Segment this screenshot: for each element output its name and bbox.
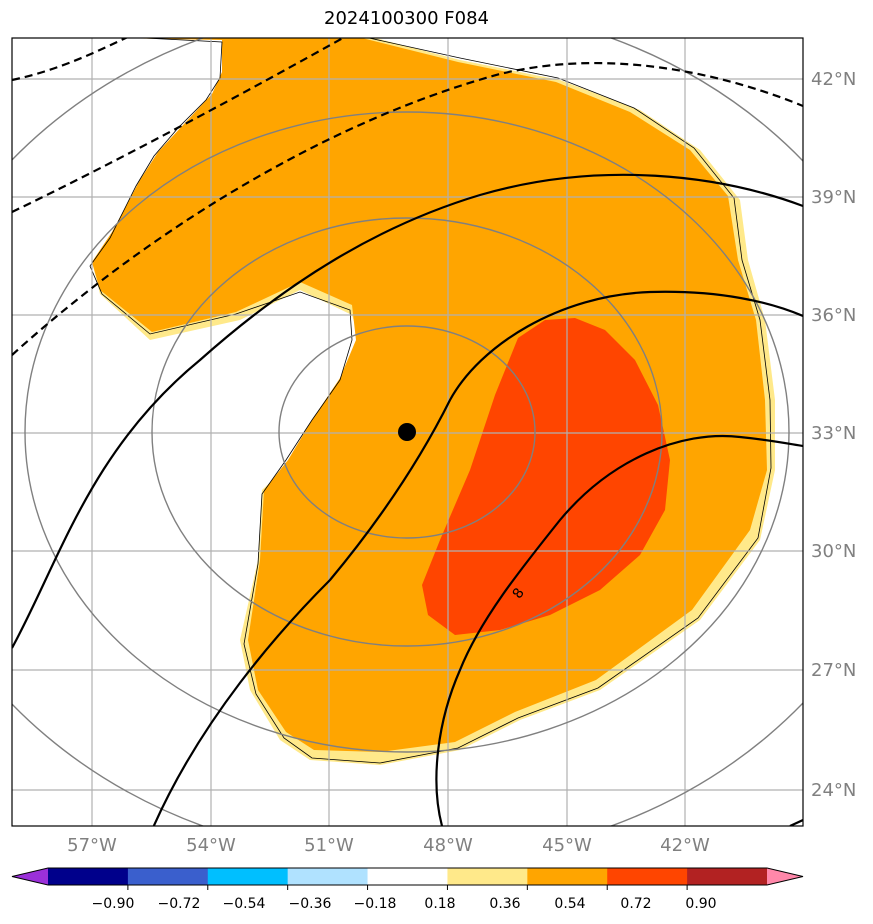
colorbar-segment (447, 868, 528, 885)
colorbar-segment (127, 868, 209, 885)
lon-label: 54°W (186, 835, 236, 856)
lon-label: 48°W (423, 835, 473, 856)
colorbar-tick-label: −0.36 (289, 896, 332, 912)
colorbar (11, 867, 804, 890)
dashed-contours (12, 38, 803, 356)
colorbar-extend-min (12, 868, 48, 885)
lon-label: 42°W (660, 835, 710, 856)
lat-label: 30°N (811, 541, 856, 562)
colorbar-segment (287, 868, 369, 885)
colorbar-tick-label: 0.36 (489, 896, 520, 912)
lon-label: 45°W (542, 835, 592, 856)
lon-labels: 57°W 54°W 51°W 48°W 45°W 42°W (67, 835, 710, 856)
colorbar-tick-label: 0.18 (424, 896, 455, 912)
colorbar-segment (367, 868, 448, 885)
colorbar-segment (48, 868, 129, 885)
solid-contours (12, 173, 803, 826)
lat-label: 42°N (811, 69, 856, 90)
map-area: 8 (12, 38, 803, 826)
lat-labels: 42°N 39°N 36°N 33°N 30°N 27°N 24°N (811, 69, 856, 801)
colorbar-extend-max (767, 868, 803, 885)
colorbar-tick-label: 0.72 (620, 896, 651, 912)
colorbar-tick-label: −0.54 (223, 896, 266, 912)
lat-label: 33°N (811, 423, 856, 444)
colorbar-segment (687, 868, 768, 885)
lat-label: 27°N (811, 660, 856, 681)
lon-label: 51°W (304, 835, 354, 856)
lat-label: 24°N (811, 780, 856, 801)
colorbar-segment (527, 868, 608, 885)
storm-center-marker (398, 423, 416, 441)
map-frame (11, 37, 804, 827)
shaded-region-red (422, 318, 670, 635)
lat-label: 39°N (811, 187, 856, 208)
lat-label: 36°N (811, 305, 856, 326)
lon-label: 57°W (67, 835, 117, 856)
colorbar-outline (11, 867, 804, 886)
range-rings (12, 38, 803, 826)
colorbar-tick-label: 0.54 (554, 896, 585, 912)
graticule (12, 38, 803, 826)
colorbar-tick-label: −0.90 (92, 896, 135, 912)
colorbar-segment (607, 868, 688, 885)
map-title: 2024100300 F084 (324, 8, 489, 29)
colorbar-tick-label: 0.90 (685, 896, 716, 912)
colorbar-segment (207, 868, 289, 885)
colorbar-tick-label: −0.18 (354, 896, 397, 912)
colorbar-tick-label: −0.72 (158, 896, 201, 912)
colorbar-labels: −0.90 −0.72 −0.54 −0.36 −0.18 0.18 0.36 … (92, 896, 717, 912)
shaded-outline (89, 38, 772, 764)
